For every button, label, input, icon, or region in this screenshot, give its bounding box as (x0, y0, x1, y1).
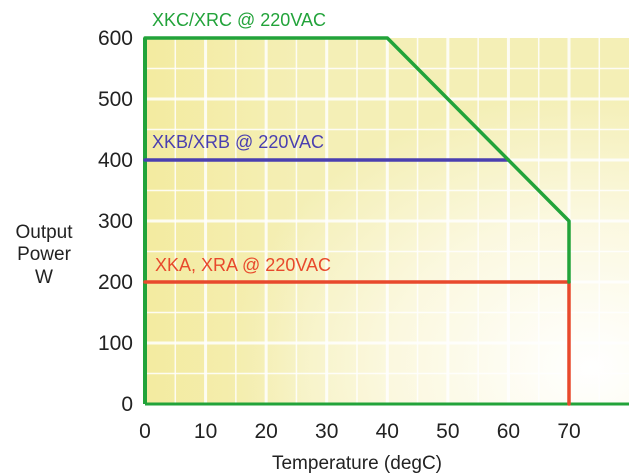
x-tick-label: 50 (436, 420, 459, 443)
y-tick-label: 500 (98, 88, 133, 111)
series-label-xkb: XKB/XRB @ 220VAC (152, 132, 324, 152)
axes (143, 38, 629, 406)
y-tick-label: 300 (98, 210, 133, 233)
series (143, 36, 571, 406)
y-tick-label: 400 (98, 149, 133, 172)
x-tick-label: 70 (557, 420, 580, 443)
series-label-xkc: XKC/XRC @ 220VAC (152, 10, 326, 30)
series-line (143, 36, 571, 284)
x-axis-title: Temperature (degC) (272, 453, 442, 474)
y-tick-label: 200 (98, 271, 133, 294)
y-axis-title-line-2: Power (17, 244, 72, 265)
x-tick-label: 10 (194, 420, 217, 443)
x-tick-label: 40 (376, 420, 399, 443)
y-axis-title-line-1: Output (15, 222, 73, 243)
tick-labels: 0 10 20 30 40 50 60 70 0 100 200 300 400 500 600 (98, 27, 581, 443)
x-tick-label: 30 (315, 420, 338, 443)
x-tick-label: 60 (497, 420, 520, 443)
y-tick-label: 100 (98, 332, 133, 355)
x-tick-label: 20 (254, 420, 277, 443)
series-label-xka: XKA, XRA @ 220VAC (155, 255, 331, 275)
y-tick-label: 0 (121, 393, 133, 416)
labels: Temperature (degC) Output Power W XKC/XR… (15, 10, 442, 474)
y-axis-title-line-3: W (35, 267, 53, 288)
y-tick-label: 600 (98, 27, 133, 50)
x-tick-label: 0 (139, 420, 151, 443)
